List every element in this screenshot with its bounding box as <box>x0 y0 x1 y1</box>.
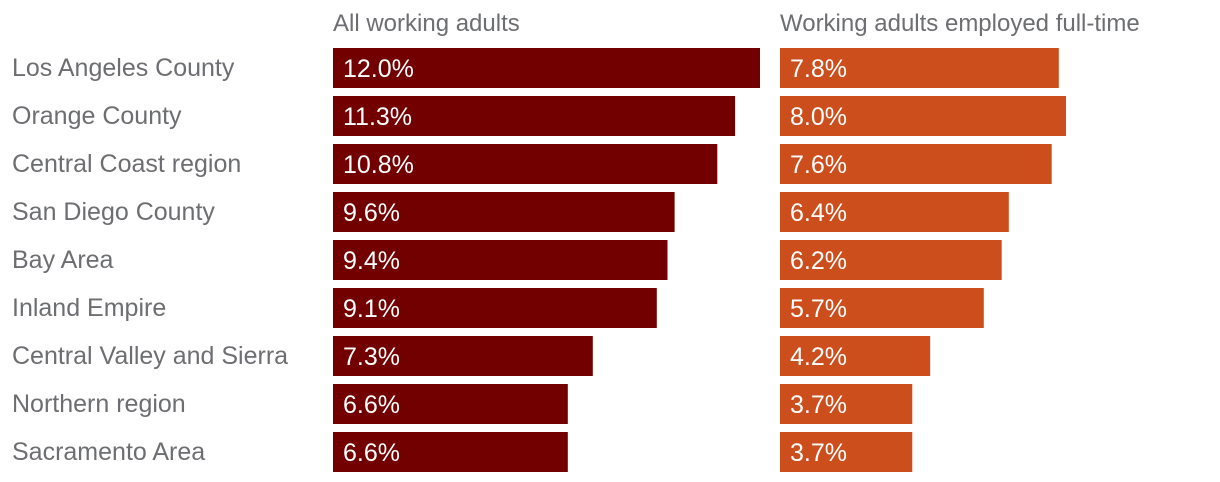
bar-all-sacramento-area <box>333 432 568 472</box>
category-label-inland-empire: Inland Empire <box>12 294 166 322</box>
bar-value-label-all-northern-region: 6.6% <box>343 391 400 419</box>
bar-full-time-los-angeles-county <box>780 48 1059 88</box>
bar-value-labels: 12.0% 11.3% 10.8% 9.6% 9.4% 9.1% 7.3% 6.6% 6.6% 7… <box>343 55 847 467</box>
bar-value-label-all-central-valley-and-sierra: 7.3% <box>343 343 400 371</box>
bar-value-label-full-time-central-valley-and-sierra: 4.2% <box>790 343 847 371</box>
bar-all-orange-county <box>333 96 736 136</box>
bar-value-label-all-orange-county: 11.3% <box>343 103 412 131</box>
bar-all-central-coast-region <box>333 144 718 184</box>
bar-all-central-valley-and-sierra <box>333 336 593 376</box>
bar-value-label-full-time-los-angeles-county: 7.8% <box>790 55 847 83</box>
panel-title-all-working-adults: All working adults <box>333 10 520 37</box>
bar-full-time-orange-county <box>780 96 1066 136</box>
bar-value-label-all-san-diego-county: 9.6% <box>343 199 400 227</box>
bar-full-time-san-diego-county <box>780 192 1009 232</box>
category-label-sacramento-area: Sacramento Area <box>12 438 205 466</box>
bar-value-label-full-time-inland-empire: 5.7% <box>790 295 847 323</box>
category-label-central-coast-region: Central Coast region <box>12 150 241 178</box>
bar-all-inland-empire <box>333 288 657 328</box>
bar-full-time-sacramento-area <box>780 432 913 472</box>
bar-value-label-full-time-orange-county: 8.0% <box>790 103 847 131</box>
category-label-bay-area: Bay Area <box>12 246 114 274</box>
bar-value-label-full-time-sacramento-area: 3.7% <box>790 439 847 467</box>
bar-all-bay-area <box>333 240 668 280</box>
bar-value-label-all-inland-empire: 9.1% <box>343 295 400 323</box>
bar-full-time-central-valley-and-sierra <box>780 336 931 376</box>
category-label-orange-county: Orange County <box>12 102 182 130</box>
category-labels: Los Angeles County Orange County Central C… <box>12 54 288 466</box>
bar-value-label-full-time-san-diego-county: 6.4% <box>790 199 847 227</box>
category-label-san-diego-county: San Diego County <box>12 198 215 226</box>
panel-title-full-time: Working adults employed full-time <box>780 10 1140 37</box>
bar-full-time-inland-empire <box>780 288 984 328</box>
bar-value-label-full-time-central-coast-region: 7.6% <box>790 151 847 179</box>
bar-full-time-bay-area <box>780 240 1002 280</box>
bars <box>333 48 1066 472</box>
category-label-northern-region: Northern region <box>12 390 186 418</box>
bar-value-label-all-bay-area: 9.4% <box>343 247 400 275</box>
bar-full-time-northern-region <box>780 384 913 424</box>
bar-value-label-all-central-coast-region: 10.8% <box>343 151 414 179</box>
category-label-los-angeles-county: Los Angeles County <box>12 54 235 82</box>
bar-value-label-all-los-angeles-county: 12.0% <box>343 55 414 83</box>
bar-full-time-central-coast-region <box>780 144 1052 184</box>
bar-value-label-full-time-bay-area: 6.2% <box>790 247 847 275</box>
bar-all-san-diego-county <box>333 192 675 232</box>
bar-all-los-angeles-county <box>333 48 760 88</box>
bar-value-label-full-time-northern-region: 3.7% <box>790 391 847 419</box>
category-label-central-valley-and-sierra: Central Valley and Sierra <box>12 342 288 370</box>
panel-titles: All working adults Working adults employ… <box>333 10 1140 37</box>
bar-all-northern-region <box>333 384 568 424</box>
bar-value-label-all-sacramento-area: 6.6% <box>343 439 400 467</box>
